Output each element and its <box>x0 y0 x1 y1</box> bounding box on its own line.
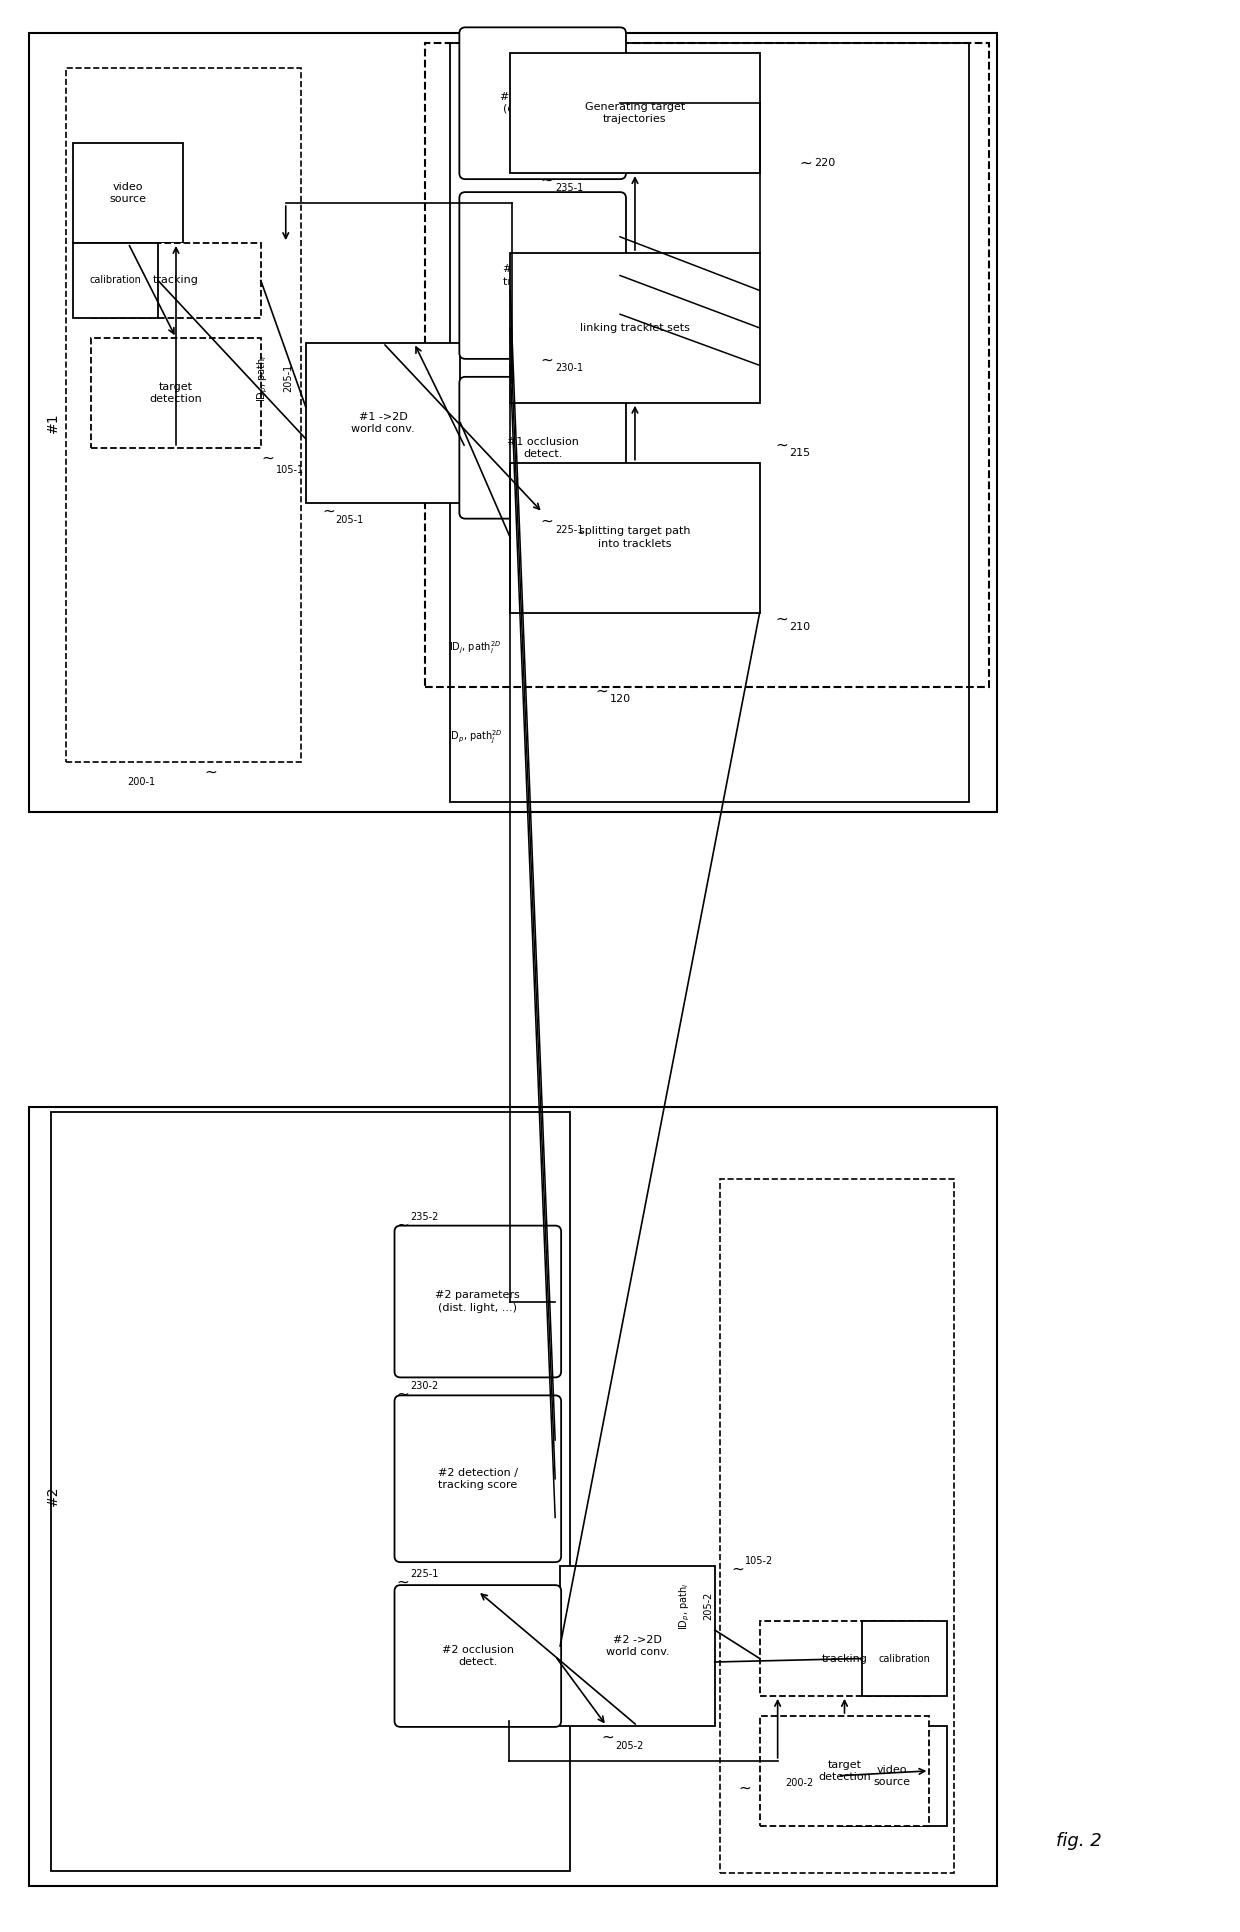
Bar <box>306 342 460 502</box>
Text: target
detection: target detection <box>150 383 202 404</box>
FancyBboxPatch shape <box>459 377 626 518</box>
Text: fig. 2: fig. 2 <box>1056 1832 1102 1849</box>
Text: ~: ~ <box>396 1575 409 1590</box>
Bar <box>837 1725 947 1826</box>
Text: Generating target
trajectories: Generating target trajectories <box>585 102 684 124</box>
Text: #2 ->2D
world conv.: #2 ->2D world conv. <box>605 1634 670 1658</box>
Text: ID$_p$, path$^{2D}_j$: ID$_p$, path$^{2D}_j$ <box>448 728 502 746</box>
Text: #2 parameters
(dist. light, ...): #2 parameters (dist. light, ...) <box>435 1291 521 1312</box>
Text: 230-1: 230-1 <box>556 363 583 373</box>
Text: 215: 215 <box>790 448 811 458</box>
Text: ~: ~ <box>262 450 274 466</box>
Bar <box>510 464 760 612</box>
Text: ~: ~ <box>732 1561 744 1577</box>
Text: 220: 220 <box>815 158 836 168</box>
Text: 205-2: 205-2 <box>615 1741 644 1750</box>
Bar <box>863 1621 947 1696</box>
FancyBboxPatch shape <box>459 191 626 359</box>
Text: splitting target path
into tracklets: splitting target path into tracklets <box>579 526 691 549</box>
Bar <box>92 338 260 448</box>
Text: linking tracklet sets: linking tracklet sets <box>580 323 689 332</box>
Text: target
detection: target detection <box>818 1760 870 1781</box>
Text: 210: 210 <box>790 622 811 632</box>
Text: ~: ~ <box>541 514 553 527</box>
Text: #1 detection /
tracking score: #1 detection / tracking score <box>502 265 583 286</box>
Bar <box>560 1567 714 1725</box>
Text: ~: ~ <box>205 765 217 781</box>
Bar <box>719 1179 955 1872</box>
Text: ~: ~ <box>601 1729 614 1745</box>
Text: #1 occlusion
detect.: #1 occlusion detect. <box>507 437 579 460</box>
Text: ~: ~ <box>800 156 812 170</box>
Text: 235-2: 235-2 <box>410 1211 439 1221</box>
Text: 205-1: 205-1 <box>336 514 363 526</box>
Text: ~: ~ <box>396 1217 409 1233</box>
Text: #2: #2 <box>46 1486 61 1507</box>
Text: ~: ~ <box>595 684 609 699</box>
Text: ID$_p$, path$_i$: ID$_p$, path$_i$ <box>677 1582 692 1631</box>
Bar <box>30 33 997 811</box>
Text: 120: 120 <box>610 694 631 705</box>
Text: ~: ~ <box>322 502 335 518</box>
Text: 225-1: 225-1 <box>556 526 584 535</box>
Bar <box>51 1111 570 1870</box>
Text: #2 detection /
tracking score: #2 detection / tracking score <box>438 1468 518 1490</box>
FancyBboxPatch shape <box>459 27 626 180</box>
Text: ~: ~ <box>396 1387 409 1403</box>
Text: ~: ~ <box>775 612 787 628</box>
Text: 200-1: 200-1 <box>126 777 155 786</box>
Text: 200-2: 200-2 <box>785 1777 813 1787</box>
Text: ID$_p$, path$_i$: ID$_p$, path$_i$ <box>255 354 270 402</box>
Bar <box>66 68 301 763</box>
Bar <box>73 143 184 243</box>
Text: ~: ~ <box>775 437 787 452</box>
Bar <box>450 43 970 802</box>
Text: ~: ~ <box>738 1779 751 1795</box>
Bar <box>760 1621 929 1696</box>
Text: 205-1: 205-1 <box>284 363 294 392</box>
FancyBboxPatch shape <box>394 1584 562 1727</box>
Bar <box>510 253 760 402</box>
Bar <box>92 243 260 319</box>
Text: video
source: video source <box>874 1764 911 1787</box>
Text: video
source: video source <box>109 182 146 205</box>
Text: ~: ~ <box>541 172 553 187</box>
Text: tracking: tracking <box>822 1654 868 1663</box>
Text: 105-1: 105-1 <box>275 466 304 475</box>
Bar <box>510 54 760 174</box>
Bar <box>760 1716 929 1826</box>
Bar <box>30 1107 997 1886</box>
Text: #1 parameters
(dist. light, ...): #1 parameters (dist. light, ...) <box>501 93 585 114</box>
Bar <box>73 243 157 319</box>
Text: 105-2: 105-2 <box>745 1555 773 1567</box>
Text: calibration: calibration <box>879 1654 931 1663</box>
FancyBboxPatch shape <box>394 1395 562 1563</box>
Text: tracking: tracking <box>153 276 198 286</box>
Text: 235-1: 235-1 <box>556 184 583 193</box>
Text: calibration: calibration <box>89 276 141 286</box>
Text: #1: #1 <box>46 412 61 433</box>
Text: ID$_j$, path$^{2D}_i$: ID$_j$, path$^{2D}_i$ <box>449 639 501 655</box>
Text: 225-1: 225-1 <box>410 1569 439 1578</box>
Bar <box>425 43 990 688</box>
Text: 205-2: 205-2 <box>703 1592 713 1621</box>
Text: #2 occlusion
detect.: #2 occlusion detect. <box>441 1644 513 1667</box>
Text: ~: ~ <box>541 352 553 367</box>
FancyBboxPatch shape <box>394 1225 562 1378</box>
Text: 230-2: 230-2 <box>410 1381 439 1391</box>
Text: #1 ->2D
world conv.: #1 ->2D world conv. <box>351 412 415 435</box>
